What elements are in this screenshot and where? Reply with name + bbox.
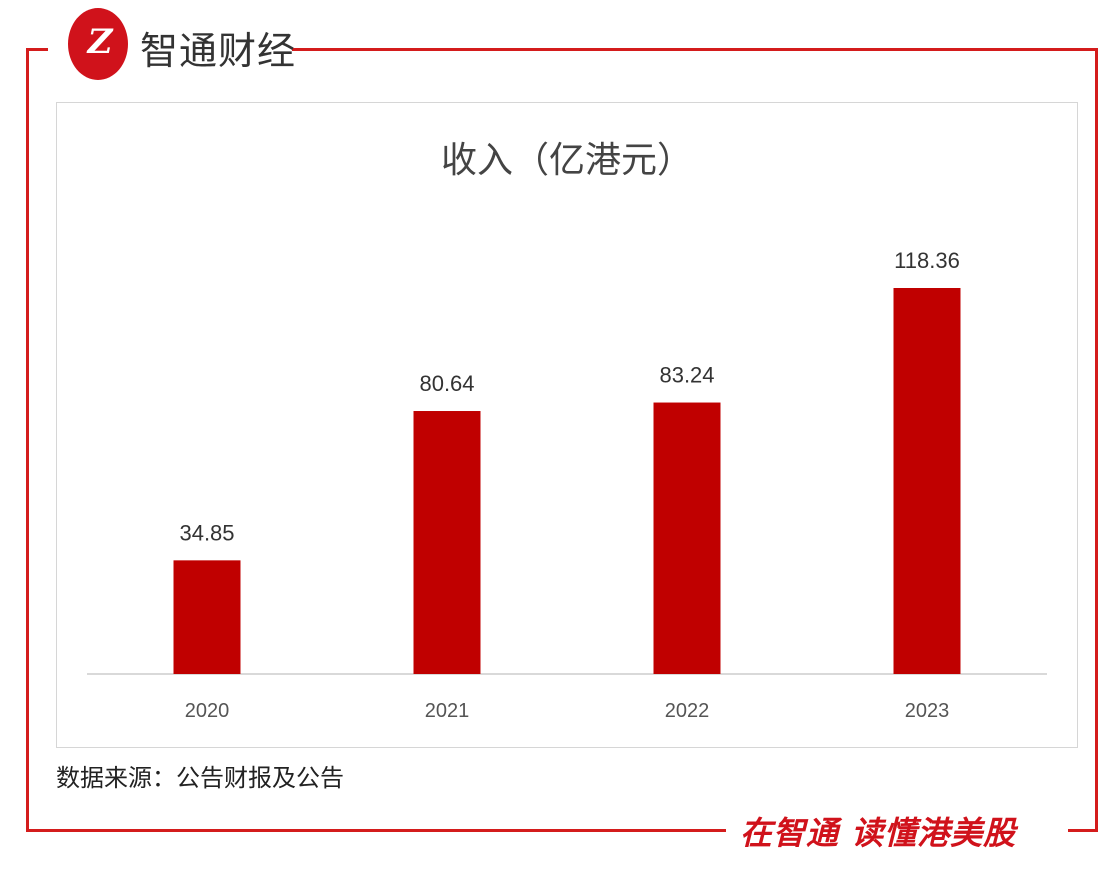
- data-label-2022: 83.24: [659, 363, 714, 388]
- x-tick-label-2023: 2023: [905, 700, 950, 722]
- bar-2023: [893, 288, 961, 674]
- data-label-2023: 118.36: [894, 248, 960, 273]
- bar-2022: [653, 402, 721, 674]
- brand-name: 智通财经: [140, 29, 297, 73]
- bar-chart: 34.85 2020 80.64 2021 83.24 2022 118.36 2023: [87, 248, 1047, 722]
- frame-bottom-right: [1068, 829, 1098, 832]
- x-tick-label-2021: 2021: [425, 700, 470, 722]
- frame-top-right: [292, 48, 1098, 51]
- brand-logo: Z: [68, 8, 128, 80]
- chart-container: 收入（亿港元） 34.85 2020 80.64 2021 83.24 2022 118.3…: [56, 102, 1078, 748]
- bar-2021: [413, 411, 481, 674]
- slogan: 在智通 读懂港美股: [740, 814, 1017, 852]
- frame-left: [26, 48, 29, 832]
- x-tick-label-2022: 2022: [665, 700, 710, 722]
- frame-right: [1095, 48, 1098, 832]
- chart-title: 收入（亿港元）: [440, 140, 693, 181]
- bar-2020: [173, 560, 241, 674]
- brand-logo-glyph: Z: [87, 22, 113, 62]
- source-note: 数据来源：公告财报及公告: [56, 764, 344, 792]
- data-label-2021: 80.64: [419, 371, 474, 396]
- data-label-2020: 34.85: [179, 520, 234, 545]
- frame-bottom-left: [26, 829, 726, 832]
- frame-top-left: [26, 48, 48, 51]
- x-tick-label-2020: 2020: [185, 700, 230, 722]
